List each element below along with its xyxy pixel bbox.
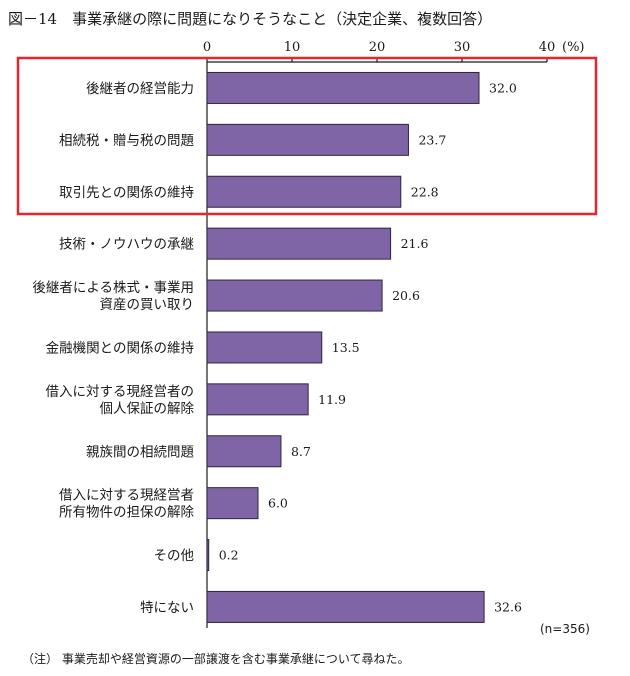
category-label: 後継者の経営能力 bbox=[86, 81, 194, 97]
axis-layer: 0 10 20 30 40 bbox=[203, 40, 555, 628]
data-label: 8.7 bbox=[291, 444, 311, 459]
x-tick-label: 0 bbox=[203, 40, 211, 55]
bar bbox=[206, 227, 392, 260]
bar bbox=[206, 487, 259, 520]
category-label: 取引先との関係の維持 bbox=[59, 185, 194, 201]
data-label: 11.9 bbox=[318, 392, 346, 407]
category-label: 所有物件の担保の解除 bbox=[59, 505, 194, 521]
data-label: 32.0 bbox=[489, 80, 517, 95]
category-label: 借入に対する現経営者の bbox=[46, 384, 195, 400]
data-label: 21.6 bbox=[401, 236, 429, 251]
category-label: 技術・ノウハウの承継 bbox=[59, 237, 194, 253]
bar bbox=[206, 383, 309, 416]
bar bbox=[206, 539, 210, 572]
bar bbox=[206, 175, 402, 208]
labels-layer: 32.0 後継者の経営能力 23.7 相続税・贈与税の問題 22.8 取引先との関係の維持… bbox=[32, 80, 522, 616]
data-label: 0.2 bbox=[219, 548, 239, 563]
category-label: 特にない bbox=[140, 600, 194, 616]
data-label: 6.0 bbox=[268, 496, 288, 511]
category-label: 相続税・贈与税の問題 bbox=[59, 133, 194, 149]
category-label: その他 bbox=[154, 548, 195, 564]
bar bbox=[206, 123, 409, 156]
data-label: 22.8 bbox=[411, 184, 439, 199]
data-label: 32.6 bbox=[494, 599, 522, 614]
data-label: 23.7 bbox=[418, 132, 446, 147]
category-label: 後継者による株式・事業用 bbox=[32, 280, 194, 296]
data-label: 20.6 bbox=[392, 288, 420, 303]
bar bbox=[206, 590, 485, 623]
category-label: 金融機関との関係の維持 bbox=[46, 340, 194, 356]
sample-size: (n=356) bbox=[540, 622, 590, 636]
footnote: （注） 事業売却や経営資源の一部譲渡を含む事業承継について尋ねた。 bbox=[22, 651, 409, 666]
x-tick-label: 20 bbox=[369, 40, 386, 55]
unit-label: (%) bbox=[562, 40, 585, 55]
chart-title: 図－14 事業承継の際に問題になりそうなこと（決定企業、複数回答） bbox=[8, 10, 492, 28]
bar bbox=[206, 71, 480, 104]
highlight-box bbox=[16, 56, 598, 216]
bars-layer bbox=[206, 71, 485, 623]
bar bbox=[206, 279, 383, 312]
x-tick-label: 30 bbox=[454, 40, 471, 55]
category-label: 親族間の相続問題 bbox=[86, 444, 194, 460]
data-label: 13.5 bbox=[332, 340, 360, 355]
x-tick-label: 10 bbox=[284, 40, 301, 55]
x-tick-label: 40 bbox=[539, 40, 556, 55]
category-label: 個人保証の解除 bbox=[100, 401, 195, 417]
bar bbox=[206, 435, 282, 468]
bar bbox=[206, 331, 323, 364]
category-label: 資産の買い取り bbox=[100, 297, 195, 313]
category-label: 借入に対する現経営者 bbox=[59, 488, 194, 504]
